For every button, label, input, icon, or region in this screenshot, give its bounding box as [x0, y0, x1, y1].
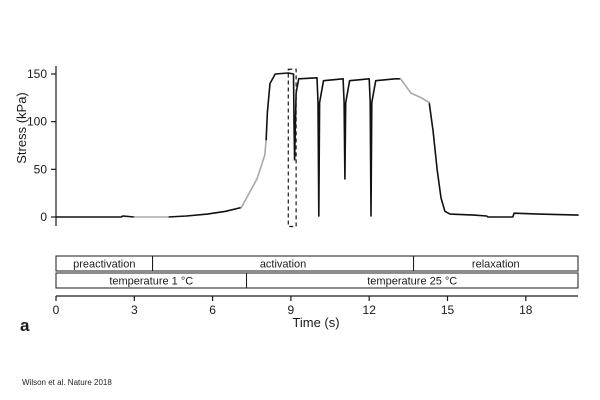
series-line [399, 78, 430, 104]
phase-label: temperature 25 °C [367, 276, 457, 288]
series-line [265, 72, 402, 217]
x-tick-label: 18 [519, 303, 533, 317]
y-axis-label: Stress (kPa) [14, 92, 29, 164]
x-tick-label: 12 [363, 303, 377, 317]
phase-label: relaxation [472, 259, 520, 271]
y-tick-label: 100 [27, 115, 47, 129]
phase-label: preactivation [73, 259, 135, 271]
x-tick-label: 6 [209, 303, 216, 317]
series-line [240, 139, 267, 209]
x-tick-label: 3 [131, 303, 138, 317]
x-tick-label: 9 [288, 303, 295, 317]
series-line [428, 101, 579, 218]
panel-label: a [20, 316, 30, 335]
series-line [167, 206, 243, 218]
x-axis-label: Time (s) [292, 315, 339, 330]
y-tick-label: 50 [34, 162, 48, 176]
x-tick-label: 15 [441, 303, 455, 317]
y-tick-label: 0 [40, 210, 47, 224]
y-tick-label: 150 [27, 67, 47, 81]
credit-text: Wilson et al. Nature 2018 [22, 378, 112, 387]
phase-segment [246, 272, 579, 289]
phase-label: activation [260, 259, 306, 271]
series-line [55, 215, 136, 218]
phase-segment [413, 255, 579, 272]
highlight-dashed-box [287, 68, 297, 228]
x-tick-label: 0 [53, 303, 60, 317]
phase-label: temperature 1 °C [109, 276, 193, 288]
